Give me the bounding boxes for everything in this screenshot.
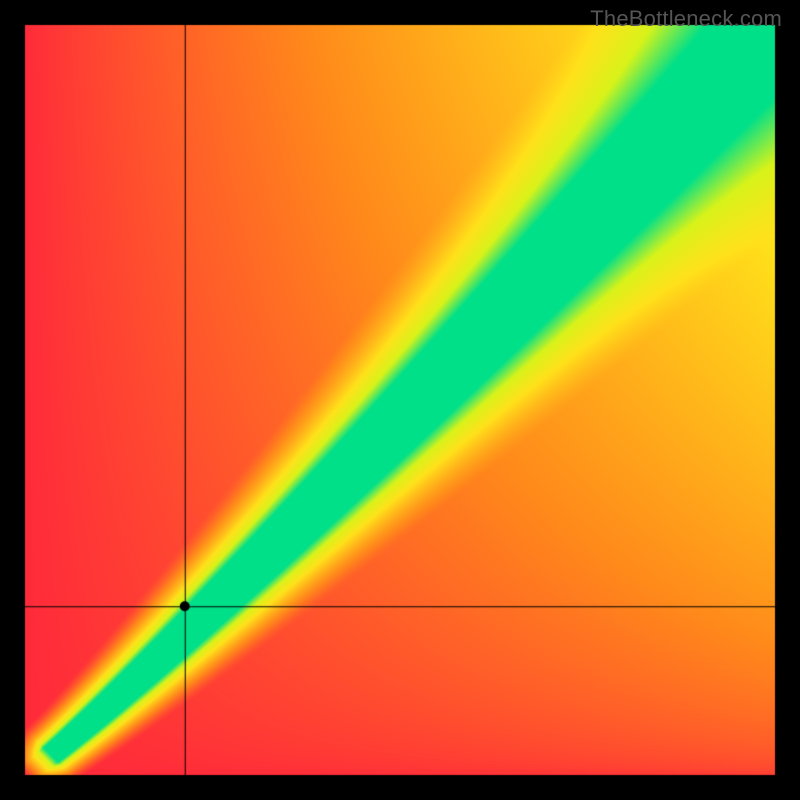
chart-container: TheBottleneck.com: [0, 0, 800, 800]
bottleneck-heatmap: [0, 0, 800, 800]
watermark-text: TheBottleneck.com: [590, 6, 782, 32]
